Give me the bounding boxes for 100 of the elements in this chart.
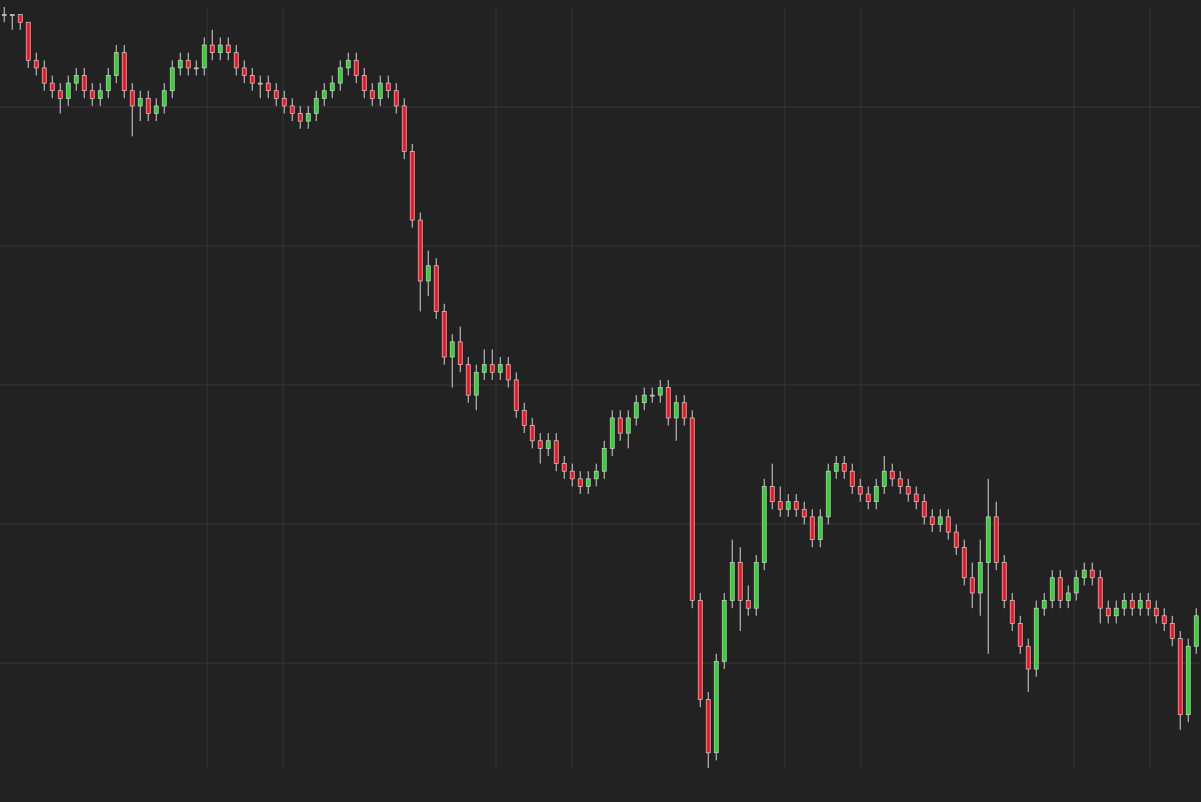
candlestick: [577, 470, 583, 495]
candlestick: [161, 82, 167, 115]
candlestick: [1025, 638, 1031, 693]
candlestick: [41, 59, 47, 92]
candlestick: [569, 463, 575, 487]
candlestick: [625, 409, 631, 449]
candlestick: [897, 470, 903, 495]
candlestick: [313, 90, 319, 122]
candlestick: [97, 82, 103, 107]
candlestick: [169, 59, 175, 99]
candlestick: [817, 508, 823, 548]
candlestick: [953, 523, 959, 556]
candlestick: [945, 508, 951, 541]
candlestick: [969, 562, 975, 609]
candlestick: [297, 105, 303, 130]
candlestick: [345, 52, 351, 76]
candlestick: [657, 379, 663, 404]
candlestick: [457, 326, 463, 373]
candlestick: [57, 82, 63, 115]
candlestick: [585, 470, 591, 495]
candlestick: [73, 67, 79, 92]
candlestick: [369, 82, 375, 107]
candlestick: [425, 250, 431, 297]
candlestick: [1017, 615, 1023, 655]
candlestick: [185, 52, 191, 76]
candlestick: [617, 409, 623, 442]
candlestick: [249, 67, 255, 92]
candlestick: [1137, 592, 1143, 617]
candlestick: [745, 584, 751, 617]
candlestick: [889, 463, 895, 487]
candlestick: [105, 67, 111, 99]
candlestick: [33, 52, 39, 76]
candlestick: [233, 44, 239, 76]
candlestick: [593, 463, 599, 487]
candlestick: [377, 74, 383, 107]
candlestick: [49, 74, 55, 99]
candlestick: [857, 478, 863, 503]
candlestick: [217, 36, 223, 61]
candlestick: [841, 455, 847, 480]
candlestick: [1049, 569, 1055, 609]
candlestick: [785, 493, 791, 518]
candlestick: [113, 44, 119, 84]
candlestick: [353, 52, 359, 84]
candlestick: [633, 394, 639, 427]
candlestick: [145, 90, 151, 122]
candlestick: [1081, 562, 1087, 586]
candlestick: [273, 82, 279, 107]
candlestick: [481, 348, 487, 381]
candlestick: [1041, 592, 1047, 617]
candlestick: [849, 463, 855, 495]
candlestick: [497, 356, 503, 381]
candlestick: [801, 501, 807, 525]
candlestick: [545, 432, 551, 457]
candlestick: [553, 432, 559, 472]
candlestick: [905, 478, 911, 503]
candlestick: [89, 82, 95, 107]
candlestick: [281, 90, 287, 115]
candlestick: [225, 36, 231, 61]
candlestick: [65, 74, 71, 107]
candlestick: [129, 82, 135, 137]
candlestick: [361, 67, 367, 99]
candlestick: [641, 387, 647, 411]
candlestick: [1169, 615, 1175, 647]
candlestick: [153, 97, 159, 122]
candlestick: [537, 432, 543, 465]
candlestick: [473, 364, 479, 411]
candlestick: [81, 67, 87, 99]
candlestick: [769, 463, 775, 510]
candlestick: [1009, 592, 1015, 632]
candlestick: [305, 105, 311, 130]
candlestick: [833, 455, 839, 480]
candlestick: [257, 74, 263, 99]
candlestick: [1057, 569, 1063, 609]
candlestick: [561, 455, 567, 480]
candlestick: [385, 74, 391, 99]
candlestick: [201, 36, 207, 76]
candlestick: [209, 29, 215, 61]
candlestick: [521, 402, 527, 434]
candlestick: [673, 394, 679, 442]
candlestick: [1161, 607, 1167, 632]
candlestick: [137, 90, 143, 122]
candlestick: [937, 508, 943, 533]
candlestick: [601, 440, 607, 480]
candlestick: [9, 14, 15, 31]
candlestick: [1145, 592, 1151, 617]
candlestick: [1121, 592, 1127, 617]
candlestick: [1113, 600, 1119, 624]
candlestick: [793, 493, 799, 518]
candlestick: [265, 74, 271, 99]
candlestick: [1065, 584, 1071, 609]
candlestick: [337, 59, 343, 92]
candlestick: [921, 493, 927, 525]
candlestick: [865, 485, 871, 510]
candlestick: [1153, 600, 1159, 624]
candlestick: [777, 485, 783, 518]
candlestick: [873, 478, 879, 510]
candlestick: [681, 394, 687, 427]
candlestick: [489, 348, 495, 381]
candlestick: [1105, 600, 1111, 624]
candlestick: [1089, 562, 1095, 586]
